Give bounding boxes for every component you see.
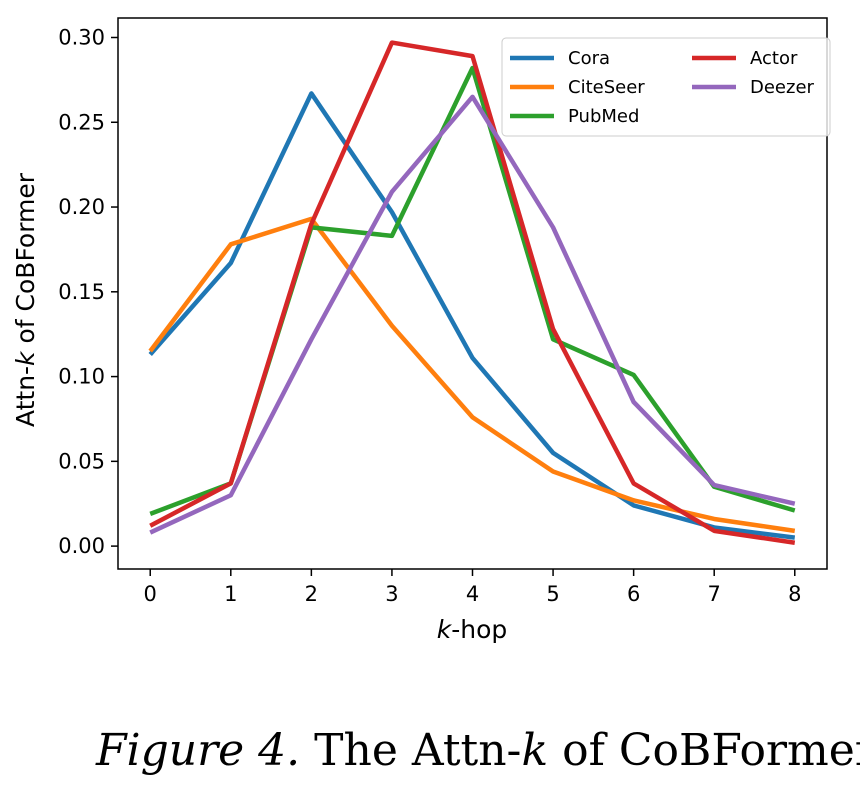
y-axis-title-italic: k [11,350,40,366]
caption-text-italic: k [521,725,548,776]
legend-box [501,37,831,137]
x-tick-label: 1 [224,582,237,606]
x-axis-title-italic: k [437,615,453,644]
x-tick-label: 2 [305,582,318,606]
legend-label-citeseer: CiteSeer [568,77,645,98]
x-tick-label: 7 [708,582,721,606]
x-tick-label: 0 [144,582,157,606]
legend-label-deezer: Deezer [750,77,815,98]
y-tick-label: 0.25 [58,110,105,134]
legend: Cora CiteSeer PubMed Actor Deezer [501,37,831,137]
caption-text-prefix: The Attn- [300,725,521,776]
x-tick-label: 5 [546,582,559,606]
y-tick-label: 0.30 [58,25,105,49]
series-line-cora [148,91,796,540]
x-tick-label: 6 [627,582,640,606]
figure-caption: Figure 4. The Attn-k of CoBFormer. [95,725,860,776]
legend-label-pubmed: PubMed [568,106,639,127]
y-tick-label: 0.15 [58,280,105,304]
series-line-citeseer [148,216,796,534]
y-tick-label: 0.10 [58,365,105,389]
x-tick-label: 4 [466,582,479,606]
series-line-actor [149,40,796,545]
x-axis-title: k-hop [437,615,508,644]
y-tick-label: 0.20 [58,195,105,219]
x-axis-title-rest: -hop [451,615,507,644]
caption-label: Figure 4. [95,725,300,776]
y-axis: 0.00 0.05 0.10 0.15 0.20 0.25 0.30 [58,25,118,558]
x-axis: 0 1 2 3 4 5 6 7 8 [144,569,801,606]
y-axis-title-prefix: Attn- [11,366,40,427]
y-axis-title: Attn-k of CoBFormer [11,172,40,427]
caption-text-suffix: of CoBFormer. [548,725,860,776]
y-axis-title-suffix: of CoBFormer [11,172,40,351]
legend-label-actor: Actor [750,48,798,69]
x-tick-label: 8 [788,582,801,606]
y-tick-label: 0.00 [58,534,105,558]
legend-entries: Cora CiteSeer PubMed Actor Deezer [510,48,815,127]
y-tick-label: 0.05 [58,449,105,473]
x-tick-label: 3 [385,582,398,606]
series-line-deezer [149,94,796,535]
series-layer [148,40,796,545]
legend-label-cora: Cora [568,48,610,69]
